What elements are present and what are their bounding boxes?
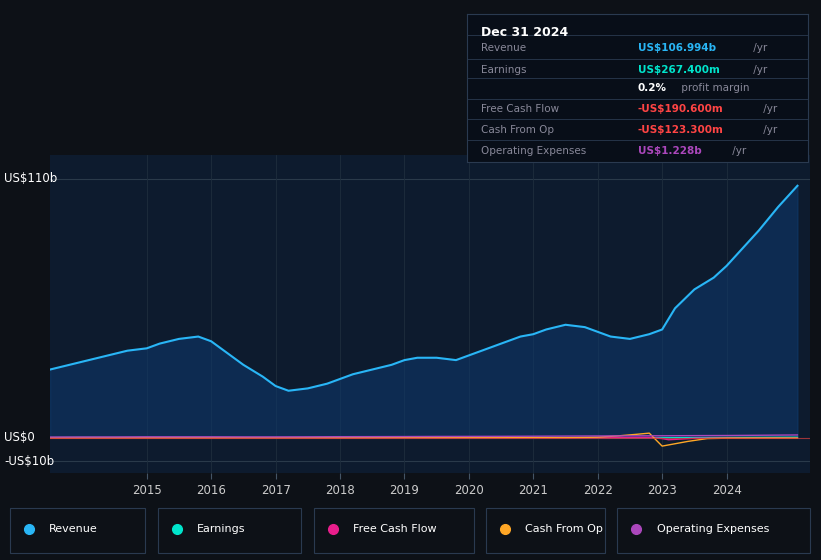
- Text: US$0: US$0: [4, 431, 34, 444]
- Text: /yr: /yr: [730, 146, 747, 156]
- Text: /yr: /yr: [760, 125, 777, 135]
- Text: Free Cash Flow: Free Cash Flow: [481, 104, 559, 114]
- Text: Operating Expenses: Operating Expenses: [657, 524, 769, 534]
- Text: Earnings: Earnings: [481, 66, 526, 76]
- Text: /yr: /yr: [750, 66, 767, 76]
- Text: Cash From Op: Cash From Op: [525, 524, 603, 534]
- Text: US$106.994b: US$106.994b: [638, 43, 716, 53]
- Text: US$1.228b: US$1.228b: [638, 146, 701, 156]
- Text: US$110b: US$110b: [4, 172, 57, 185]
- Text: -US$190.600m: -US$190.600m: [638, 104, 723, 114]
- Text: Earnings: Earnings: [197, 524, 245, 534]
- Text: /yr: /yr: [760, 104, 777, 114]
- Text: Revenue: Revenue: [49, 524, 98, 534]
- Text: Revenue: Revenue: [481, 43, 526, 53]
- Text: Dec 31 2024: Dec 31 2024: [481, 26, 568, 39]
- Text: Cash From Op: Cash From Op: [481, 125, 554, 135]
- Text: Operating Expenses: Operating Expenses: [481, 146, 586, 156]
- Text: -US$123.300m: -US$123.300m: [638, 125, 723, 135]
- Text: /yr: /yr: [750, 43, 767, 53]
- Text: -US$10b: -US$10b: [4, 455, 54, 468]
- Text: profit margin: profit margin: [678, 83, 750, 93]
- Text: Free Cash Flow: Free Cash Flow: [353, 524, 437, 534]
- Text: US$267.400m: US$267.400m: [638, 66, 719, 76]
- Text: 0.2%: 0.2%: [638, 83, 667, 93]
